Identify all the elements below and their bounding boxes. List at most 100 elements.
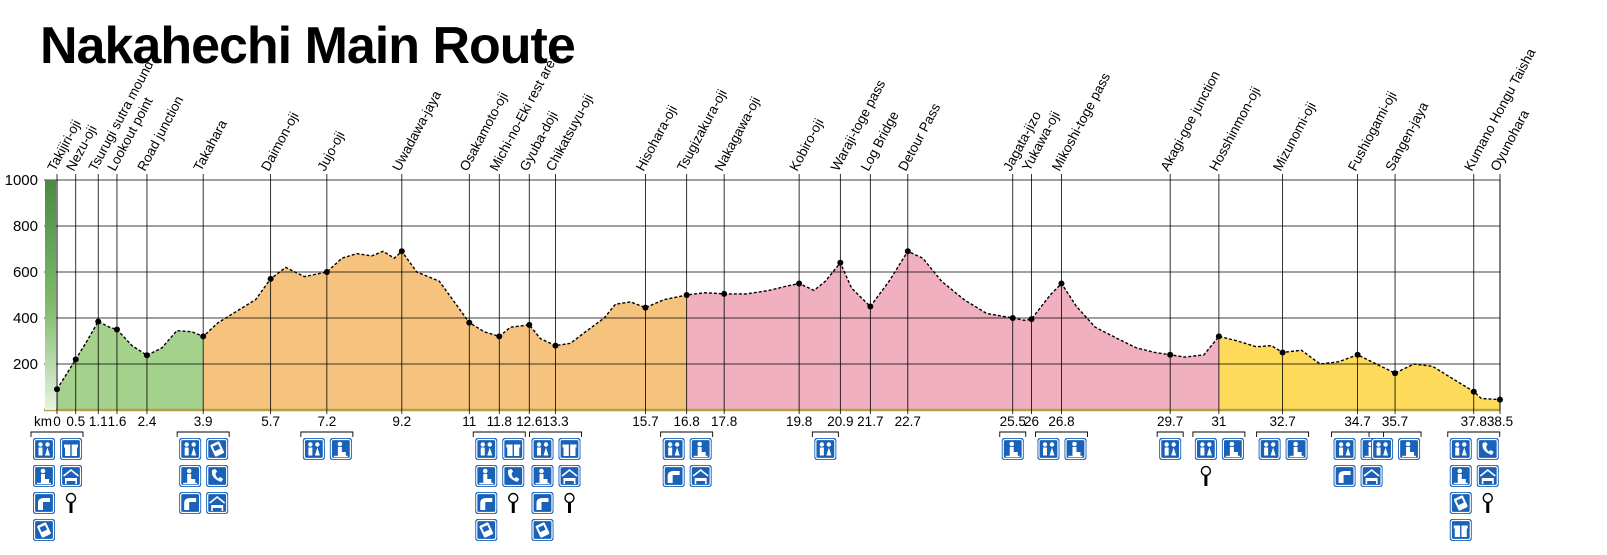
facility-group-3	[472, 431, 526, 541]
y-tick-label-800: 800	[13, 218, 38, 235]
x-tick-label-25: 32.7	[1269, 414, 1295, 429]
facility-bracket	[1256, 431, 1310, 437]
rest-bench-icon	[1001, 438, 1024, 460]
vending-machine-icon	[206, 438, 229, 460]
toilet-icon	[1371, 438, 1394, 460]
facility-group-0	[30, 431, 84, 541]
facility-group-1	[176, 431, 230, 514]
x-tick-label-17: 20.9	[827, 414, 853, 429]
facility-group-2	[300, 431, 354, 460]
toilet-icon	[662, 438, 685, 460]
x-tick-label-5: 3.9	[194, 414, 213, 429]
facility-group-6	[811, 431, 839, 460]
gift-shop-icon	[502, 438, 525, 460]
lodging-icon	[689, 465, 712, 487]
waypoint-point-13	[642, 304, 649, 311]
waypoint-point-8	[398, 248, 405, 255]
waypoint-point-16	[796, 280, 803, 287]
vending-machine-icon	[475, 519, 498, 541]
facility-bracket	[1156, 431, 1184, 437]
waypoint-label-6: Daimon-oji	[258, 109, 302, 173]
gift-shop-icon	[558, 438, 581, 460]
waypoint-label-7: Jujo-oji	[314, 129, 347, 174]
facility-bracket	[999, 431, 1027, 437]
toilet-icon	[302, 438, 325, 460]
facility-group-5	[660, 431, 714, 487]
toilet-icon	[814, 438, 837, 460]
x-tick-label-2: 1.1	[89, 414, 108, 429]
elevation-color-scale	[45, 180, 56, 410]
waypoint-point-10	[496, 333, 503, 340]
waypoint-point-24	[1215, 333, 1222, 340]
area-segment-4	[1218, 336, 1500, 410]
facility-bracket	[1331, 431, 1385, 437]
rest-bench-icon	[475, 465, 498, 487]
y-tick-label-1000: 1000	[5, 172, 38, 189]
bus-stop-icon	[1482, 492, 1493, 513]
facility-icons	[30, 431, 1501, 541]
y-tick-label-200: 200	[13, 356, 38, 373]
waypoint-point-25	[1279, 349, 1286, 356]
x-tick-label-19: 22.7	[895, 414, 921, 429]
toilet-icon	[1333, 438, 1356, 460]
waypoint-point-14	[683, 292, 690, 298]
waypoint-point-7	[323, 269, 330, 275]
rest-bench-icon	[689, 438, 712, 460]
waypoint-point-5	[200, 333, 207, 340]
telephone-icon	[1476, 438, 1499, 460]
bus-stop-icon	[65, 492, 77, 513]
drinking-fountain-icon	[179, 492, 202, 514]
drinking-fountain-icon	[531, 492, 554, 514]
lodging-icon	[60, 465, 82, 487]
x-axis-unit-label: km	[34, 414, 52, 429]
toilet-icon	[1037, 438, 1060, 460]
area-segment-1	[57, 321, 204, 410]
facility-bracket	[529, 431, 582, 437]
x-tick-label-13: 15.7	[632, 414, 658, 429]
waypoint-point-21	[1028, 316, 1035, 323]
x-tick-label-7: 7.2	[317, 414, 336, 429]
waypoint-point-9	[466, 319, 473, 326]
x-tick-label-20: 25.5	[1000, 414, 1026, 429]
facility-group-10	[1192, 431, 1246, 486]
x-tick-label-26: 34.7	[1344, 414, 1370, 429]
facility-bracket	[1447, 431, 1501, 437]
bus-stop-icon	[508, 492, 519, 513]
vending-machine-icon	[1449, 492, 1472, 514]
waypoint-point-12	[552, 342, 559, 349]
facility-group-8	[1035, 431, 1088, 460]
x-tick-label-21: 26	[1024, 414, 1039, 429]
rest-bench-icon	[179, 465, 202, 487]
facility-group-9	[1156, 431, 1184, 460]
rest-bench-icon	[1449, 465, 1472, 487]
rest-bench-icon	[1064, 438, 1087, 460]
ridge-line	[54, 248, 1503, 403]
waypoint-label-19: Detour Pass	[895, 101, 943, 174]
facility-bracket	[1192, 431, 1246, 437]
waypoint-label-5: Takahara	[191, 117, 231, 174]
toilet-icon	[179, 438, 202, 460]
rest-bench-icon	[1398, 438, 1421, 460]
rest-bench-icon	[1221, 438, 1244, 460]
facility-group-4	[529, 431, 582, 541]
lodging-icon	[1476, 465, 1499, 487]
x-tick-label-22: 26.8	[1048, 414, 1074, 429]
chart-title: Nakahechi Main Route	[40, 17, 576, 75]
facility-bracket	[176, 431, 230, 437]
x-tick-label-27: 35.7	[1382, 414, 1408, 429]
waypoint-point-0	[54, 386, 60, 393]
toilet-icon	[531, 438, 554, 460]
waypoint-point-15	[721, 290, 728, 297]
y-tick-label-600: 600	[13, 264, 38, 281]
rest-bench-icon	[329, 438, 352, 460]
waypoint-point-3	[113, 326, 120, 333]
lodging-icon	[1360, 465, 1383, 487]
gift-shop-icon	[60, 438, 82, 460]
drinking-fountain-icon	[1333, 465, 1356, 487]
facility-group-7	[999, 431, 1027, 460]
waypoint-point-1	[72, 356, 79, 363]
drinking-fountain-icon	[475, 492, 498, 514]
waypoint-point-6	[267, 275, 274, 282]
x-tick-label-6: 5.7	[261, 414, 280, 429]
